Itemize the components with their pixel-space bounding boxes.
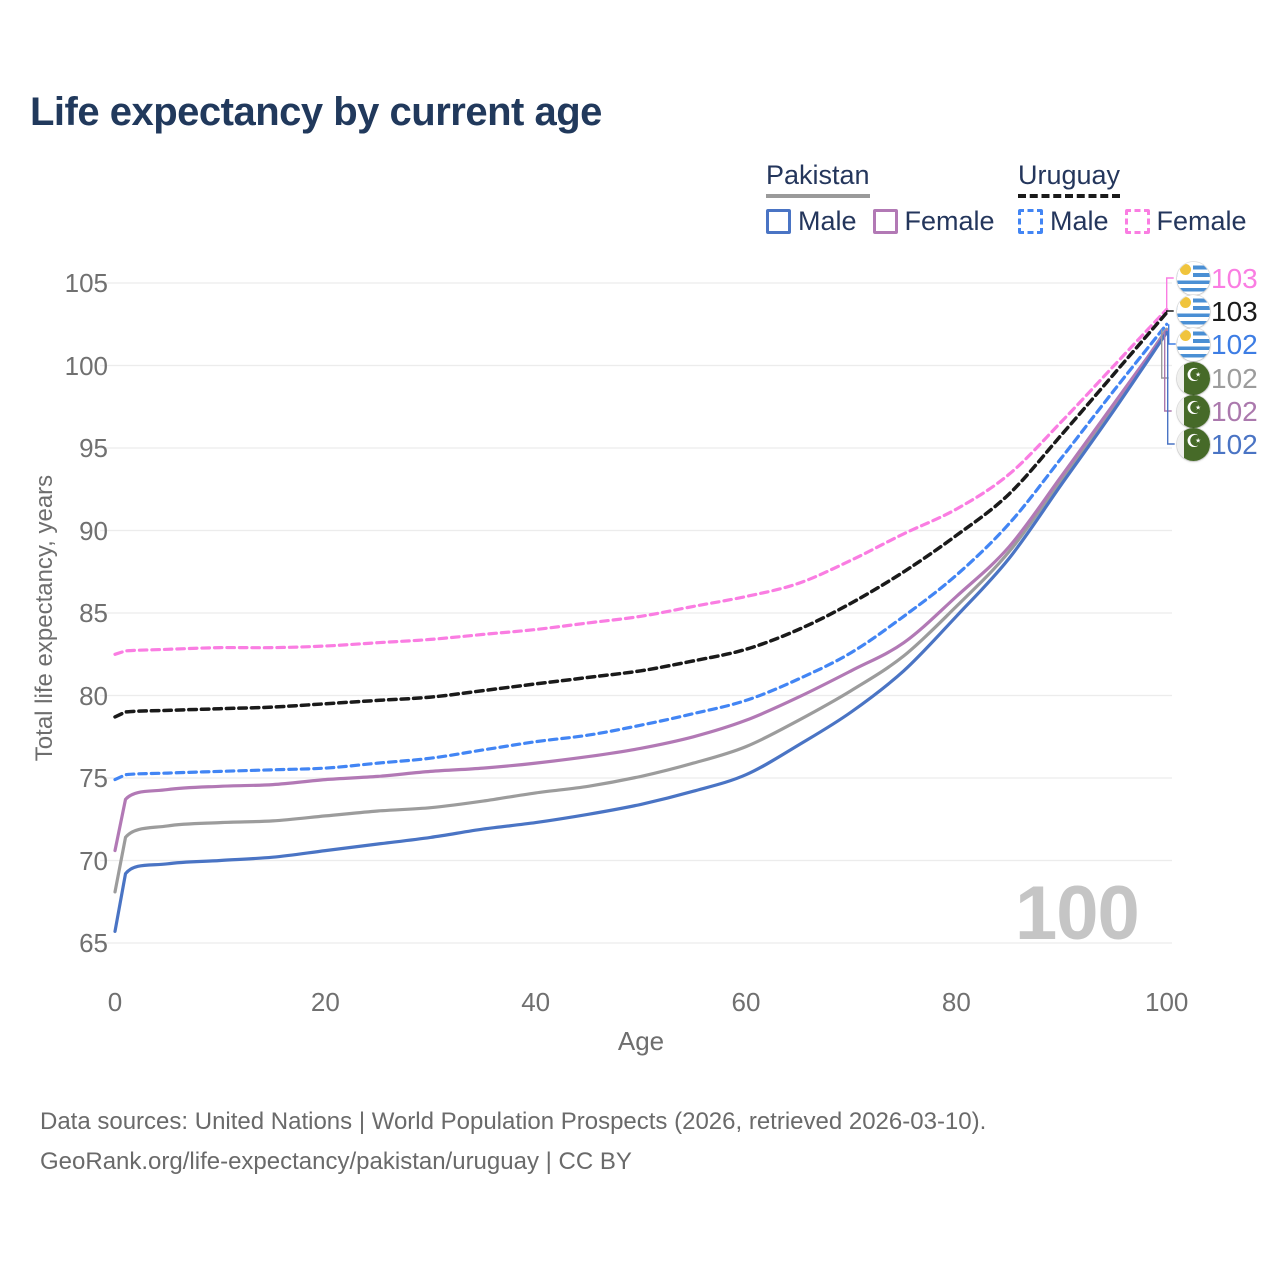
x-tick-label: 80 (941, 987, 971, 1017)
y-tick-label: 100 (64, 350, 108, 381)
legend-items: Male Female (1018, 206, 1247, 237)
y-tick-label: 70 (79, 845, 108, 876)
legend-item-pakistan-male[interactable]: Male (766, 206, 857, 237)
pakistan-flag-icon (1177, 427, 1210, 461)
legend-item-label: Male (1050, 206, 1109, 236)
y-tick-label: 90 (79, 515, 108, 546)
x-tick-label: 60 (731, 987, 761, 1017)
legend-item-uruguay-male[interactable]: Male (1018, 206, 1109, 237)
x-tick-label: 100 (1144, 987, 1189, 1017)
series-line-pakistan-male (113, 330, 1169, 933)
legend-item-label: Female (1156, 206, 1247, 236)
x-axis-title: Age (617, 1026, 665, 1056)
legend-item-uruguay-female[interactable]: Female (1124, 206, 1247, 237)
legend-swatch-uruguay-male (1018, 209, 1043, 234)
y-tick-label: 95 (79, 433, 108, 463)
end-label-connector (1167, 332, 1175, 445)
y-tick-label: 75 (79, 763, 108, 793)
end-value-label: 102 (1211, 362, 1258, 394)
legend-group-pakistan: Pakistan Male Female (766, 160, 995, 237)
end-label-connector (1164, 330, 1172, 412)
legend-swatch-pakistan-male (766, 209, 791, 234)
pakistan-flag-icon (1177, 361, 1210, 395)
age-watermark: 100 (1015, 871, 1140, 956)
end-label-connector (1166, 277, 1174, 310)
end-value-label: 102 (1211, 428, 1258, 460)
y-tick-label: 85 (79, 598, 108, 628)
uruguay-flag-icon (1177, 261, 1210, 295)
end-label-connector (1161, 329, 1169, 379)
end-label-connector (1166, 310, 1174, 313)
end-value-label: 102 (1211, 395, 1258, 427)
footer-sources: Data sources: United Nations | World Pop… (40, 1108, 987, 1135)
end-value-label: 102 (1211, 328, 1258, 360)
end-value-label: 103 (1211, 262, 1258, 294)
x-tick-label: 40 (521, 987, 551, 1017)
x-tick-label: 0 (107, 987, 123, 1017)
end-value-label: 103 (1211, 295, 1258, 327)
legend-item-pakistan-female[interactable]: Female (872, 206, 995, 237)
uruguay-flag-icon (1177, 327, 1210, 361)
series-line-uruguay-female (113, 307, 1169, 656)
legend-country-title: Uruguay (1018, 160, 1121, 198)
legend-swatch-uruguay-female (1124, 209, 1150, 234)
y-tick-label: 105 (64, 268, 108, 298)
end-label-connector (1168, 324, 1176, 345)
page-title: Life expectancy by current age (30, 90, 602, 134)
y-tick-label: 65 (79, 928, 108, 958)
legend-item-label: Female (904, 206, 995, 236)
x-tick-label: 20 (310, 987, 340, 1017)
series-line-pakistan (113, 327, 1169, 894)
pakistan-flag-icon (1177, 394, 1210, 428)
legend-country-title: Pakistan (766, 160, 870, 198)
series-line-pakistan-female (113, 329, 1169, 853)
footer-attribution: GeoRank.org/life-expectancy/pakistan/uru… (40, 1148, 632, 1175)
series-line-uruguay-male (113, 322, 1169, 782)
y-tick-label: 80 (79, 680, 108, 711)
legend-item-label: Male (798, 206, 857, 236)
uruguay-flag-icon (1177, 294, 1210, 328)
legend-group-uruguay: Uruguay Male Female (1018, 160, 1247, 237)
series-line-uruguay (113, 310, 1169, 719)
legend-swatch-pakistan-female (872, 209, 898, 234)
legend-items: Male Female (766, 206, 995, 237)
